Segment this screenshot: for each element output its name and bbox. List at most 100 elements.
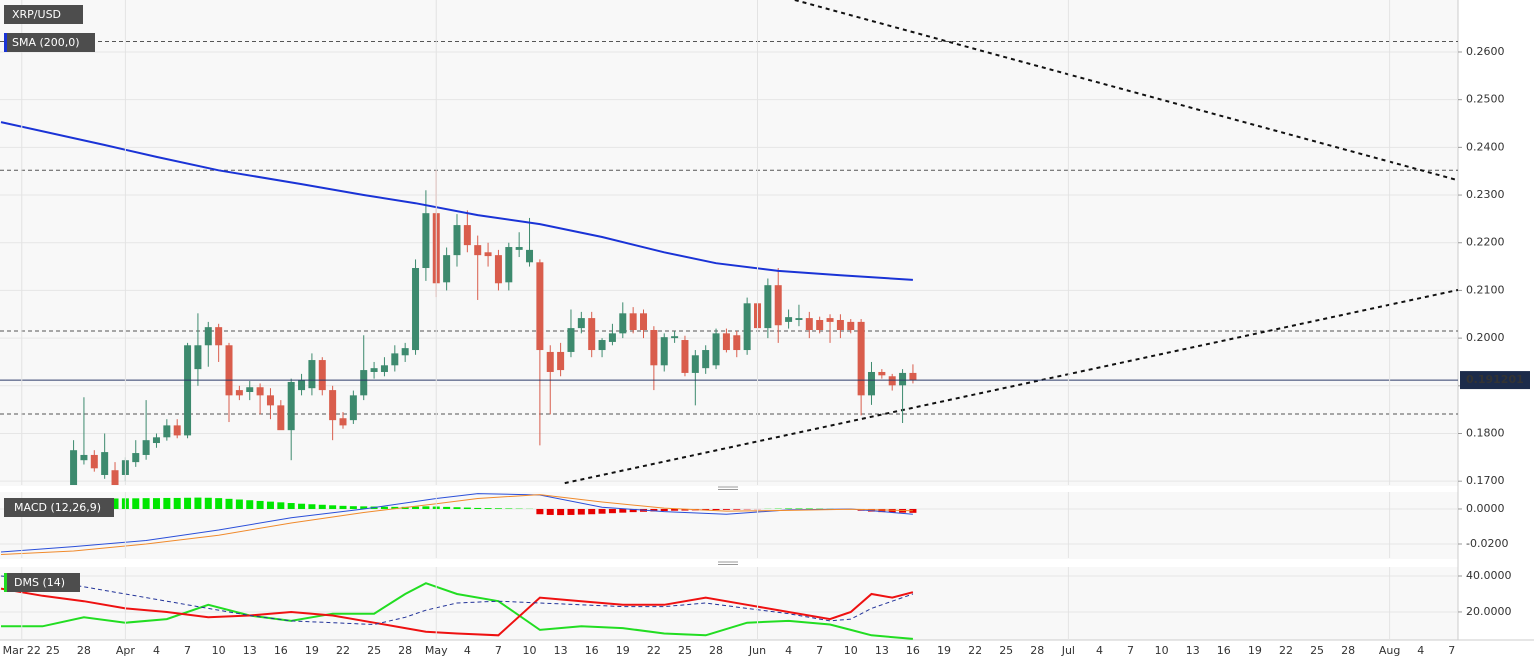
x-tick-label: 16 xyxy=(906,644,920,657)
candle-body xyxy=(484,252,492,257)
dms-line xyxy=(0,575,914,626)
candle-body xyxy=(681,340,689,373)
candle-body xyxy=(215,327,223,346)
candle-body xyxy=(308,360,316,389)
histogram-bar xyxy=(142,498,150,509)
histogram-bar xyxy=(412,506,420,509)
x-tick-label: 7 xyxy=(1127,644,1134,657)
candle-body xyxy=(743,303,751,351)
candle-body xyxy=(194,345,202,370)
histogram-bar xyxy=(204,497,212,509)
candle-body xyxy=(805,318,813,331)
candle-body xyxy=(349,395,357,421)
candle-body xyxy=(235,390,243,396)
x-tick-label: 19 xyxy=(616,644,630,657)
plot-background xyxy=(0,0,1458,640)
candle-body xyxy=(412,268,420,351)
candle-body xyxy=(173,425,181,436)
histogram-bar xyxy=(909,508,917,513)
candle-body xyxy=(608,333,616,342)
trend-line xyxy=(564,288,1458,485)
candle-body xyxy=(339,418,347,426)
candle-body xyxy=(598,340,606,351)
histogram-bar xyxy=(577,508,585,515)
histogram-bar xyxy=(256,500,264,509)
histogram-bar xyxy=(184,497,192,509)
histogram-bar xyxy=(225,498,233,509)
dms-line xyxy=(1,582,913,640)
histogram-bar xyxy=(557,508,565,516)
x-tick-label: 16 xyxy=(1217,644,1231,657)
histogram-bar xyxy=(329,505,337,509)
histogram-bar xyxy=(536,508,544,515)
candle-body xyxy=(619,313,627,334)
price-tag xyxy=(1460,371,1530,390)
candle-body xyxy=(660,337,668,366)
histogram-bar xyxy=(391,506,399,509)
histogram-bar xyxy=(298,503,306,509)
divider xyxy=(0,559,1534,567)
y-tick-label: 0.2100 xyxy=(1466,283,1505,296)
x-tick-label: Apr xyxy=(116,644,136,657)
histogram-bar xyxy=(660,508,668,512)
x-tick-label: 4 xyxy=(1417,644,1424,657)
x-tick-label: 28 xyxy=(1341,644,1355,657)
candle-body xyxy=(909,372,917,381)
x-tick-label: 16 xyxy=(274,644,288,657)
histogram-bar xyxy=(277,502,285,509)
candle-body xyxy=(650,330,658,366)
histogram-bar xyxy=(111,498,119,509)
pane-title: DMS (14) xyxy=(14,576,65,589)
histogram-bar xyxy=(505,508,513,509)
x-tick-label: 28 xyxy=(77,644,91,657)
x-tick-label: 7 xyxy=(184,644,191,657)
histogram-bar xyxy=(733,508,741,510)
y-tick-label: 0.1700 xyxy=(1466,474,1505,487)
candle-body xyxy=(836,319,844,331)
x-tick-label: 25 xyxy=(1310,644,1324,657)
x-tick-label: Jun xyxy=(748,644,766,657)
candle-body xyxy=(360,370,368,396)
candle-body xyxy=(225,345,233,396)
candle-body xyxy=(474,245,482,256)
histogram-bar xyxy=(360,506,368,509)
x-tick-label: 7 xyxy=(816,644,823,657)
dms-line xyxy=(0,587,914,637)
candle-body xyxy=(722,333,730,351)
candle-body xyxy=(380,365,388,372)
histogram-bar xyxy=(349,506,357,509)
candle-body xyxy=(536,262,544,351)
title-box xyxy=(4,498,114,517)
legend-label: SMA (200,0) xyxy=(12,36,80,49)
legend-box xyxy=(4,33,95,52)
histogram-bar xyxy=(308,504,316,509)
histogram-bar xyxy=(318,504,326,509)
candle-body xyxy=(453,225,461,256)
x-tick-label: 19 xyxy=(305,644,319,657)
candle-body xyxy=(256,387,264,396)
histogram-bar xyxy=(681,508,689,511)
candle-body xyxy=(526,249,534,263)
candle-body xyxy=(266,395,274,406)
x-tick-label: Mar 22 xyxy=(3,644,41,657)
candle-body xyxy=(505,247,513,283)
candle-body xyxy=(494,255,502,284)
y-tick-label: 40.0000 xyxy=(1466,569,1512,582)
candle-body xyxy=(204,327,212,346)
x-tick-label: 10 xyxy=(844,644,858,657)
candle-body xyxy=(318,360,326,391)
x-tick-label: 28 xyxy=(398,644,412,657)
histogram-bar xyxy=(608,508,616,514)
legend-swatch xyxy=(4,33,7,52)
x-tick-label: 13 xyxy=(554,644,568,657)
candle-body xyxy=(774,285,782,326)
histogram-bar xyxy=(588,508,596,515)
candle-body xyxy=(101,452,109,475)
x-tick-label: May xyxy=(425,644,448,657)
histogram-bar xyxy=(287,503,295,509)
candle-body xyxy=(847,321,855,331)
x-tick-label: Jul xyxy=(1061,644,1075,657)
candle-body xyxy=(702,350,710,369)
histogram-bar xyxy=(619,508,627,513)
